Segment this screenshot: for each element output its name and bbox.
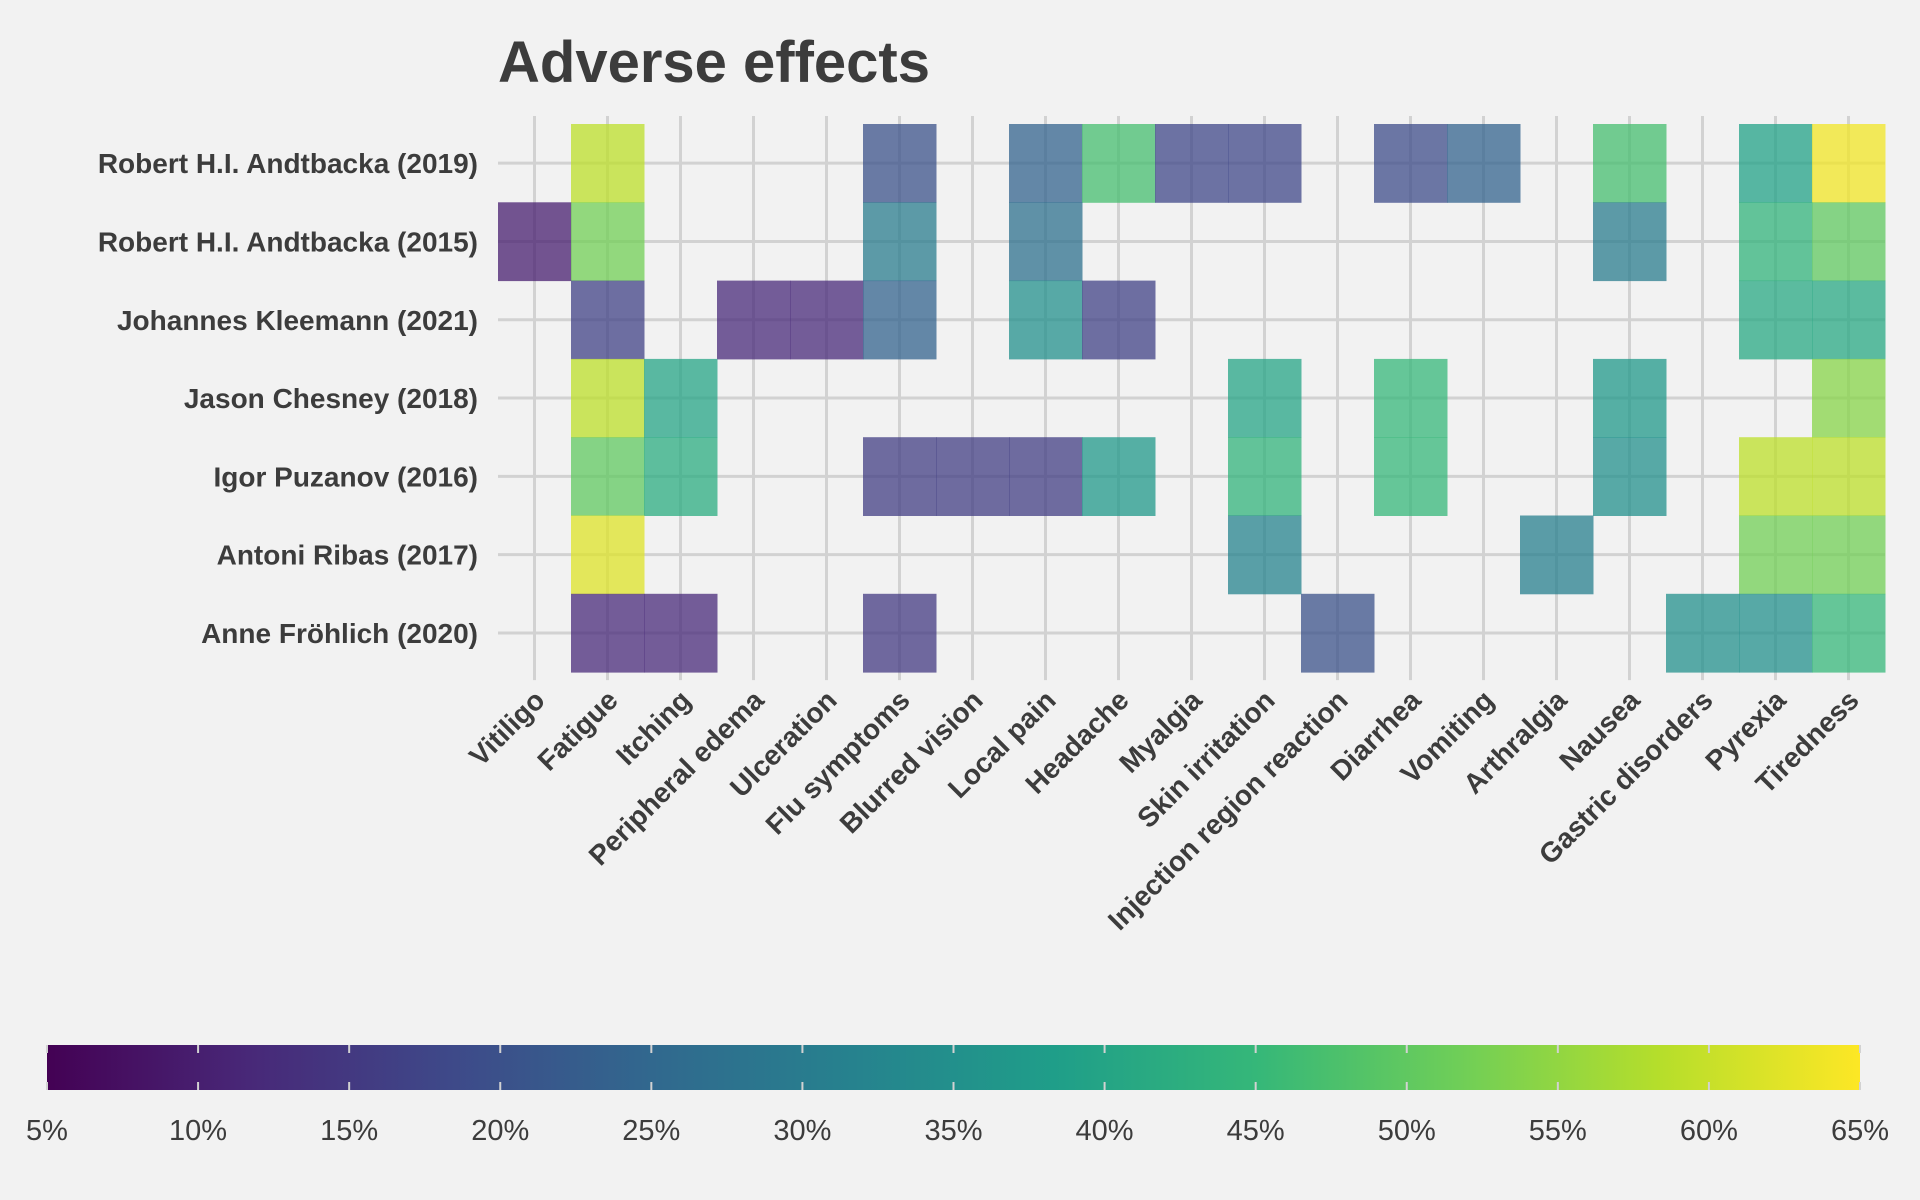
heatmap-cell: [1009, 124, 1083, 203]
heatmap-cell: [1082, 437, 1156, 516]
heatmap-cell: [1812, 124, 1886, 203]
chart-title: Adverse effects: [498, 30, 930, 95]
colorbar-tick-label: 20%: [471, 1115, 529, 1147]
heatmap-cell: [1739, 515, 1813, 595]
heatmap-cell: [571, 280, 645, 360]
colorbar-tick-label: 55%: [1529, 1115, 1587, 1147]
heatmap-cell: [1739, 593, 1813, 673]
heatmap-cell: [1228, 358, 1302, 438]
heatmap-cell: [1520, 515, 1594, 595]
heatmap-cell: [1374, 124, 1448, 203]
heatmap-cell: [790, 280, 864, 360]
heatmap-cell: [717, 280, 791, 360]
heatmap-cell: [863, 202, 937, 282]
row-labels: Robert H.I. Andtbacka (2019) Robert H.I. …: [98, 148, 478, 649]
heatmap-cell: [1228, 437, 1302, 516]
heatmap-cell: [1009, 437, 1083, 516]
colorbar-tick-label: 45%: [1227, 1115, 1285, 1147]
heatmap-cell: [1739, 202, 1813, 282]
heatmap-cell: [1739, 124, 1813, 203]
heatmap-cell: [571, 515, 645, 595]
heatmap-cell: [1812, 280, 1886, 360]
heatmap-cell: [571, 593, 645, 673]
colorbar-tick-label: 65%: [1831, 1115, 1889, 1147]
row-label: Johannes Kleemann (2021): [117, 305, 478, 336]
heatmap-cell: [571, 358, 645, 438]
row-label: Anne Fröhlich (2020): [201, 618, 478, 649]
row-label: Antoni Ribas (2017): [217, 540, 478, 571]
heatmap-cell: [1739, 280, 1813, 360]
colorbar-tick-label: 30%: [773, 1115, 831, 1147]
heatmap-cell: [571, 437, 645, 516]
row-label: Jason Chesney (2018): [184, 383, 478, 414]
heatmap-cell: [1447, 124, 1521, 203]
heatmap-cell: [863, 124, 937, 203]
colorbar-tick-label: 5%: [26, 1115, 68, 1147]
colorbar-tick-label: 25%: [622, 1115, 680, 1147]
heatmap-cell: [1009, 202, 1083, 282]
heatmap-cell: [644, 437, 718, 516]
heatmap-cell: [1082, 124, 1156, 203]
row-label: Igor Puzanov (2016): [213, 461, 478, 492]
colorbar-tick-label: 60%: [1680, 1115, 1738, 1147]
heatmap-cell: [498, 202, 572, 282]
colorbar-tick-label: 35%: [924, 1115, 982, 1147]
row-label: Robert H.I. Andtbacka (2015): [98, 226, 478, 257]
heatmap-cell: [1812, 358, 1886, 438]
heatmap-cell: [1593, 124, 1667, 203]
heatmap-cell: [1666, 593, 1740, 673]
heatmap-cell: [1228, 124, 1302, 203]
heatmap-cell: [1374, 358, 1448, 438]
heatmap-cell: [863, 437, 937, 516]
heatmap-cell: [1374, 437, 1448, 516]
heatmap-cell: [863, 280, 937, 360]
colorbar-tick-label: 10%: [169, 1115, 227, 1147]
heatmap-cell: [936, 437, 1010, 516]
row-label: Robert H.I. Andtbacka (2019): [98, 148, 478, 179]
heatmap-cell: [1739, 437, 1813, 516]
heatmap-cell: [1009, 280, 1083, 360]
heatmap-cells: [498, 124, 1886, 673]
heatmap-cell: [1593, 437, 1667, 516]
heatmap-cell: [1593, 358, 1667, 438]
colorbar-tick-label: 40%: [1076, 1115, 1134, 1147]
heatmap-cell: [1812, 437, 1886, 516]
heatmap-cell: [644, 358, 718, 438]
heatmap-cell: [1155, 124, 1229, 203]
heatmap-cell: [644, 593, 718, 673]
heatmap-cell: [571, 202, 645, 282]
colorbar-tick-label: 50%: [1378, 1115, 1436, 1147]
heatmap-cell: [863, 593, 937, 673]
heatmap-cell: [1301, 593, 1375, 673]
column-label: Fatigue: [531, 684, 623, 776]
heatmap-cell: [1812, 202, 1886, 282]
heatmap-cell: [1228, 515, 1302, 595]
heatmap-cell: [1082, 280, 1156, 360]
heatmap-cell: [571, 124, 645, 203]
heatmap-cell: [1812, 515, 1886, 595]
colorbar-tick-label: 15%: [320, 1115, 378, 1147]
heatmap-cell: [1812, 593, 1886, 673]
heatmap-cell: [1593, 202, 1667, 282]
colorbar: 5% 10% 15% 20% 25% 30% 35% 40% 45% 50% 55% 60% 65%: [26, 1045, 1889, 1147]
